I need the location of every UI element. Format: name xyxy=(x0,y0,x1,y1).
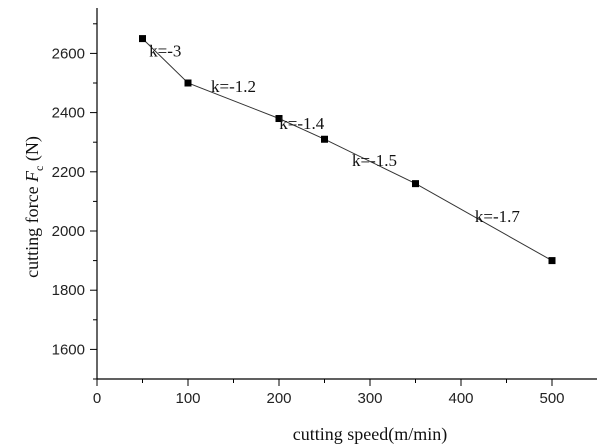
data-point xyxy=(275,115,283,123)
slope-annotation: k=-3 xyxy=(149,41,181,60)
y-axis-title-symbol: F xyxy=(22,170,42,183)
y-tick-label: 1800 xyxy=(52,282,85,299)
y-axis-title-suffix: (N) xyxy=(22,136,43,166)
x-tick-label: 0 xyxy=(93,390,101,407)
y-tick-label: 2600 xyxy=(52,45,85,62)
y-axis-title-subscript: c xyxy=(32,166,46,171)
slope-annotation: k=-1.5 xyxy=(352,151,397,170)
axes xyxy=(96,8,597,380)
ticks: 0 100 200 300 400 500 1600 1800 2000 2200 2400 2600 xyxy=(52,23,565,407)
y-axis-title: cutting force Fc (N) xyxy=(22,136,46,278)
x-tick-label: 100 xyxy=(175,390,200,407)
series-line xyxy=(142,38,553,262)
data-point xyxy=(184,79,192,87)
y-axis-title-prefix: cutting force xyxy=(22,182,42,278)
x-axis-title: cutting speed(m/min) xyxy=(293,424,447,445)
y-tick-label: 2200 xyxy=(52,164,85,181)
annotations: k=-3 k=-1.2 k=-1.4 k=-1.5 k=-1.7 xyxy=(149,41,520,226)
y-tick-label: 2000 xyxy=(52,223,85,240)
slope-annotation: k=-1.4 xyxy=(279,114,324,133)
y-tick-label: 2400 xyxy=(52,105,85,122)
y-tick-label: 1600 xyxy=(52,341,85,358)
data-point xyxy=(139,35,146,43)
x-tick-label: 300 xyxy=(357,390,382,407)
x-tick-label: 400 xyxy=(448,390,473,407)
x-tick-label: 200 xyxy=(266,390,291,407)
slope-annotation: k=-1.7 xyxy=(475,207,520,226)
slope-annotation: k=-1.2 xyxy=(211,77,256,96)
data-point xyxy=(321,135,328,143)
data-point xyxy=(412,180,419,188)
x-tick-label: 500 xyxy=(539,390,564,407)
data-point xyxy=(548,257,556,265)
series xyxy=(139,35,556,265)
